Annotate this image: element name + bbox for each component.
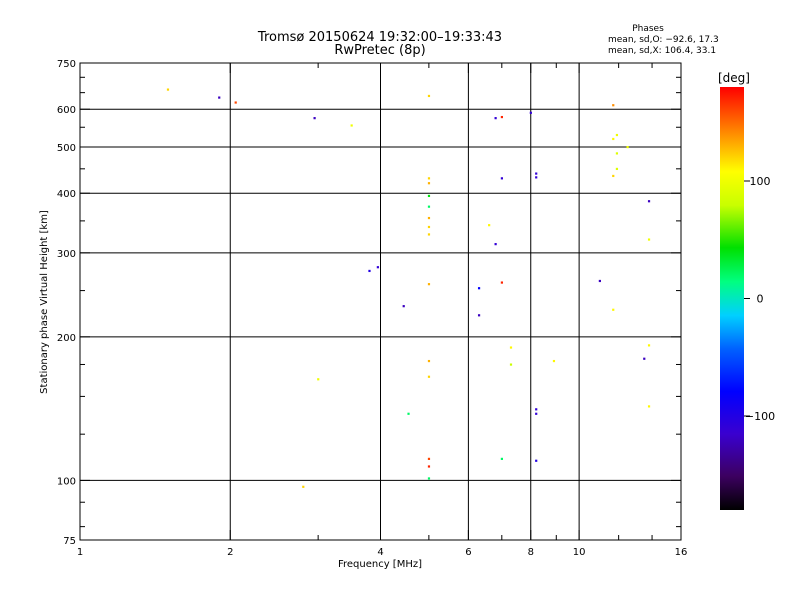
data-point	[535, 176, 538, 179]
data-point	[535, 172, 538, 175]
colorbar-tick-label: 0	[757, 293, 764, 306]
y-tick-label: 400	[57, 189, 76, 200]
x-axis-label: Frequency [MHz]	[338, 559, 422, 570]
data-point	[647, 200, 651, 203]
data-point	[509, 363, 513, 366]
colorbar-tick-label: 100	[750, 175, 771, 188]
y-tick-label: 600	[57, 105, 76, 116]
data-point	[615, 167, 619, 171]
data-point	[643, 357, 646, 360]
phases-legend: Phases mean, sd,O: −92.6, 17.3 mean, sd,…	[608, 24, 719, 56]
data-point	[427, 465, 431, 468]
data-point	[427, 477, 431, 480]
data-point	[626, 145, 629, 149]
colorbar: [deg] 100 0 −100	[718, 71, 775, 510]
x-tick-label: 8	[528, 547, 534, 558]
data-point	[647, 405, 651, 408]
chart-title-line2: RwPretec (8p)	[334, 43, 425, 58]
data-point	[427, 177, 431, 180]
data-point	[612, 104, 615, 107]
chart-title: Tromsø 20150624 19:32:00–19:33:43 RwPret…	[257, 30, 502, 58]
colorbar-tick-label: −100	[745, 410, 775, 423]
grid-lines	[80, 63, 681, 540]
data-points	[166, 88, 651, 488]
data-point	[427, 457, 431, 460]
chart-title-line1: Tromsø 20150624 19:32:00–19:33:43	[257, 30, 502, 45]
axis-ticks	[79, 62, 682, 541]
data-point	[647, 238, 651, 241]
data-point	[494, 243, 497, 246]
data-point	[368, 269, 371, 273]
x-axis-tick-labels: 1 2 4 6 8 10 16	[77, 547, 688, 558]
data-point	[427, 283, 431, 286]
x-tick-label: 16	[675, 547, 688, 558]
colorbar-label: [deg]	[718, 71, 750, 85]
x-tick-label: 10	[573, 547, 586, 558]
y-tick-label: 200	[57, 333, 76, 344]
y-tick-label: 75	[63, 536, 76, 547]
data-point	[313, 117, 316, 120]
data-point	[500, 115, 504, 119]
data-point	[529, 111, 532, 114]
data-point	[317, 378, 320, 381]
colorbar-ticks: 100 0 −100	[744, 175, 775, 423]
data-point	[615, 152, 619, 155]
x-tick-label: 1	[77, 547, 83, 558]
y-tick-label: 100	[57, 476, 76, 487]
x-tick-label: 6	[465, 547, 471, 558]
data-point	[494, 117, 497, 120]
data-point	[166, 88, 170, 91]
data-point	[376, 266, 379, 269]
data-point	[500, 457, 504, 460]
data-point	[509, 346, 513, 349]
data-point	[612, 137, 615, 141]
data-point	[477, 287, 481, 290]
y-axis-label: Stationary phase Virtual Height [km]	[39, 210, 50, 394]
data-point	[427, 359, 431, 363]
data-point	[427, 94, 431, 98]
data-point	[488, 224, 491, 227]
data-point	[612, 308, 615, 311]
data-point	[234, 101, 237, 104]
data-point	[552, 359, 556, 363]
data-point	[427, 375, 431, 378]
y-tick-label: 500	[57, 143, 76, 154]
data-point	[477, 314, 481, 317]
phases-o-line: mean, sd,O: −92.6, 17.3	[608, 35, 719, 45]
data-point	[427, 194, 431, 198]
data-point	[302, 485, 305, 488]
data-point	[427, 216, 431, 220]
data-point	[407, 412, 410, 415]
phases-heading: Phases	[632, 24, 664, 34]
data-point	[500, 177, 504, 180]
x-tick-label: 4	[377, 547, 383, 558]
x-tick-label: 2	[227, 547, 233, 558]
data-point	[350, 124, 353, 127]
y-axis-tick-labels: 75 100 200 300 400 500 600 750	[57, 59, 76, 547]
data-point	[535, 408, 538, 411]
data-point	[615, 133, 619, 137]
data-point	[500, 281, 504, 284]
data-point	[598, 279, 601, 283]
data-point	[647, 344, 651, 347]
y-tick-label: 750	[57, 59, 76, 70]
data-point	[402, 305, 405, 308]
data-point	[535, 412, 538, 415]
data-point	[427, 182, 431, 185]
data-point	[218, 96, 221, 99]
data-point	[427, 233, 431, 236]
data-point	[535, 459, 538, 462]
data-point	[427, 225, 431, 229]
data-point	[612, 174, 615, 178]
data-point	[427, 205, 431, 208]
colorbar-gradient	[720, 87, 744, 510]
y-tick-label: 300	[57, 249, 76, 260]
phases-x-line: mean, sd,X: 106.4, 33.1	[608, 46, 716, 56]
